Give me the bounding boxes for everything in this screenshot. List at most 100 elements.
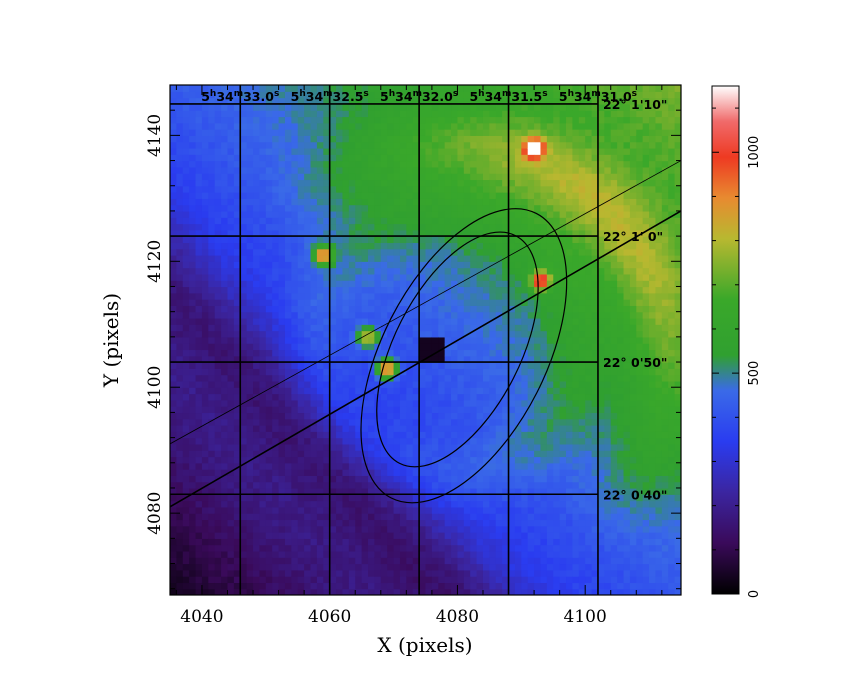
heatmap-cell [368,425,375,432]
heatmap-cell [393,399,401,407]
heatmap-cell [527,431,535,439]
heatmap-cell [540,519,548,527]
heatmap-cell [170,399,177,407]
heatmap-cell [348,330,356,338]
heatmap-cell [310,393,318,401]
heatmap-cell [527,494,535,502]
heatmap-cell [316,355,324,363]
heatmap-cell [348,588,356,595]
heatmap-cell [521,550,529,558]
heatmap-cell [278,450,286,458]
heatmap-cell [470,147,478,155]
heatmap-cell [323,236,331,244]
heatmap-cell [534,582,542,590]
heatmap-cell [470,412,478,420]
heatmap-cell [387,380,395,388]
heatmap-cell [201,141,209,149]
heatmap-cell [438,192,446,199]
heatmap-cell [253,475,261,483]
heatmap-cell [406,330,414,338]
heatmap-cell [329,475,337,483]
heatmap-cell [176,412,184,420]
heatmap-cell [540,500,548,508]
heatmap-cell [482,506,490,514]
heatmap-cell [195,362,203,369]
heatmap-cell [342,456,350,464]
heatmap-cell [246,437,254,445]
heatmap-cell [508,550,516,558]
heatmap-cell [336,368,344,376]
heatmap-cell [489,532,497,539]
heatmap-cell [233,236,241,244]
heatmap-cell [553,550,561,558]
heatmap-cell [521,368,529,376]
heatmap-cell [214,431,222,439]
heatmap-cell [323,343,331,351]
heatmap-cell [208,557,216,565]
heatmap-cell [399,210,407,218]
heatmap-cell [195,305,203,313]
heatmap-cell [495,311,503,319]
heatmap-cell [278,380,286,388]
heatmap-cell [182,399,190,407]
heatmap-cell [502,179,510,187]
heatmap-cell [355,160,363,168]
heatmap-cell [431,425,439,432]
heatmap-cell [406,576,414,584]
heatmap-cell [336,286,344,294]
heatmap-cell [425,248,433,256]
heatmap-cell [470,173,478,181]
heatmap-cell [502,116,510,124]
heatmap-cell [246,305,254,313]
heatmap-cell [374,525,382,533]
heatmap-cell [259,519,267,527]
heatmap-cell [374,179,382,187]
heatmap-cell [221,544,229,552]
heatmap-cell [170,550,177,558]
heatmap-cell [195,481,203,489]
heatmap-cell [514,179,522,187]
heatmap-cell [227,569,235,577]
heatmap-cell [176,103,184,111]
heatmap-cell [265,557,273,565]
heatmap-cell [240,192,248,199]
heatmap-cell [368,147,375,155]
heatmap-cell [170,166,177,174]
heatmap-cell [431,273,439,281]
heatmap-cell [463,355,471,363]
heatmap-cell [253,110,261,118]
heatmap-cell [170,305,177,313]
heatmap-cell [329,582,337,590]
heatmap-cell [361,374,369,382]
heatmap-cell [374,317,382,325]
heatmap-cell [527,393,535,401]
heatmap-cell [278,475,286,483]
heatmap-cell [195,198,203,206]
heatmap-cell [393,481,401,489]
heatmap-cell [438,450,446,458]
heatmap-cell [278,97,286,105]
heatmap-cell [438,525,446,533]
heatmap-cell [457,179,465,187]
heatmap-cell [253,324,261,332]
heatmap-cell [508,299,516,306]
heatmap-cell [438,103,446,111]
heatmap-cell [201,305,209,313]
heatmap-cell [176,494,184,502]
heatmap-cell [316,261,324,269]
heatmap-cell [546,292,554,300]
heatmap-cell [502,406,510,414]
heatmap-cell [476,588,484,595]
heatmap-cell [393,525,401,533]
heatmap-cell [534,469,542,476]
heatmap-cell [476,532,484,539]
heatmap-cell [246,141,254,149]
heatmap-cell [176,506,184,514]
heatmap-cell [361,185,369,193]
heatmap-cell [182,450,190,458]
heatmap-cell [489,506,497,514]
heatmap-cell [393,135,401,143]
heatmap-cell [265,311,273,319]
heatmap-cell [546,368,554,376]
heatmap-cell [233,85,241,92]
